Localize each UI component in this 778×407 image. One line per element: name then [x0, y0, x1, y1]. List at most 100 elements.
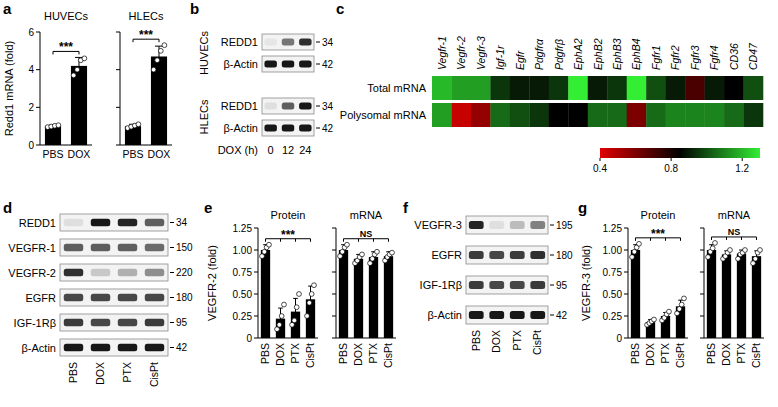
- blot-band: [118, 219, 137, 226]
- protein-label: EGFR: [25, 292, 56, 304]
- y-tick-label: 0.75: [233, 267, 253, 278]
- bar: [707, 250, 716, 338]
- blot-band: [64, 219, 83, 226]
- bars: [338, 242, 395, 338]
- heatmap-cell: [724, 76, 744, 100]
- data-point: [158, 48, 163, 53]
- bracket-tick: [310, 239, 311, 242]
- data-point: [82, 56, 87, 61]
- mw-label: 150: [176, 242, 193, 253]
- blot-band: [145, 344, 164, 351]
- y-tick: [254, 338, 258, 339]
- blot-band: [282, 124, 294, 131]
- colorbar-tick: [671, 158, 672, 161]
- lane-label: PTX: [121, 362, 133, 382]
- bar: [151, 56, 167, 145]
- mw-label: 42: [176, 342, 188, 353]
- y-tick-label: 0.50: [233, 289, 253, 300]
- y-tick-label: 6: [28, 27, 34, 38]
- data-point: [340, 249, 345, 254]
- column-label: Vegfr-1: [436, 36, 448, 70]
- y-axis: [258, 228, 259, 338]
- blot-band: [64, 244, 83, 251]
- protein-label: β-Actin: [22, 342, 56, 354]
- row-label: Polysomal mRNA: [340, 109, 427, 121]
- column-label: EphB4: [630, 38, 642, 70]
- y-axis: [704, 228, 705, 338]
- column-label: Igf-1r: [494, 45, 506, 70]
- blot-strip: [466, 276, 548, 294]
- y-axis: [40, 32, 41, 145]
- blot-band: [264, 60, 276, 67]
- bar: [752, 256, 761, 338]
- blot-strip: [262, 34, 314, 50]
- data-point: [309, 292, 314, 297]
- data-point: [275, 327, 280, 332]
- heatmap-cell: [568, 103, 588, 127]
- y-tick-label: 0: [28, 140, 34, 151]
- category-label: DOX: [720, 343, 732, 366]
- blot-band: [118, 269, 137, 276]
- protein-label: REDD1: [221, 100, 258, 112]
- significance-label: ***: [59, 40, 73, 54]
- blot-strip: [262, 120, 314, 136]
- lane-label: 12: [282, 144, 294, 156]
- data-point: [753, 256, 758, 261]
- blot-band: [299, 60, 311, 67]
- heatmap-cell: [432, 103, 452, 127]
- heatmap-cell: [685, 103, 705, 127]
- y-axis: [628, 228, 629, 338]
- data-point: [297, 292, 302, 297]
- mw-label: 195: [556, 220, 573, 231]
- blot-strip: [60, 314, 168, 331]
- bars: [125, 43, 167, 145]
- y-tick: [332, 228, 336, 229]
- y-tick-label: 4: [28, 64, 34, 75]
- blot-band: [489, 281, 504, 289]
- blot-band: [489, 311, 504, 319]
- group-title: mRNA: [350, 209, 383, 221]
- blot-band: [469, 221, 484, 229]
- blot-band: [510, 251, 525, 259]
- data-point: [390, 250, 395, 255]
- y-tick-label: 0.25: [233, 311, 253, 322]
- mw-dash: [316, 42, 320, 43]
- category-label: DOX: [352, 343, 364, 366]
- y-tick: [332, 338, 336, 339]
- y-tick-label: 0: [616, 333, 622, 344]
- blot-band: [282, 60, 294, 67]
- y-tick: [36, 145, 40, 146]
- category-label: CisPt: [674, 343, 686, 368]
- error-bar: [308, 286, 313, 312]
- bracket-tick: [665, 238, 666, 241]
- column-label: Pdgfrβ: [553, 39, 565, 70]
- data-point: [682, 296, 687, 301]
- panel-letter: e: [204, 199, 212, 216]
- error-bar: [155, 46, 163, 67]
- data-point: [360, 252, 365, 257]
- heatmap-cell: [646, 76, 666, 100]
- category-label: PTX: [367, 343, 379, 363]
- group-title: HUVECs: [44, 10, 89, 22]
- error-cap: [278, 308, 283, 309]
- mw-dash: [316, 106, 320, 107]
- y-tick: [700, 272, 704, 273]
- protein-label: EGFR: [431, 249, 462, 261]
- bracket-tick: [635, 238, 636, 241]
- category-label: PTX: [289, 343, 301, 363]
- data-point: [56, 123, 61, 128]
- blot-band: [510, 281, 525, 289]
- data-point: [710, 246, 715, 251]
- column-label: Egfr: [514, 50, 526, 70]
- y-tick: [624, 272, 628, 273]
- data-point: [758, 248, 763, 253]
- data-point: [71, 73, 76, 78]
- y-tick: [624, 228, 628, 229]
- significance-label: ***: [651, 227, 665, 241]
- category-label: PTX: [659, 343, 671, 363]
- bracket-tick: [133, 39, 134, 42]
- y-tick-label: 0.50: [603, 289, 623, 300]
- blot-band: [489, 251, 504, 259]
- data-point: [675, 311, 680, 316]
- blot-band: [469, 251, 484, 259]
